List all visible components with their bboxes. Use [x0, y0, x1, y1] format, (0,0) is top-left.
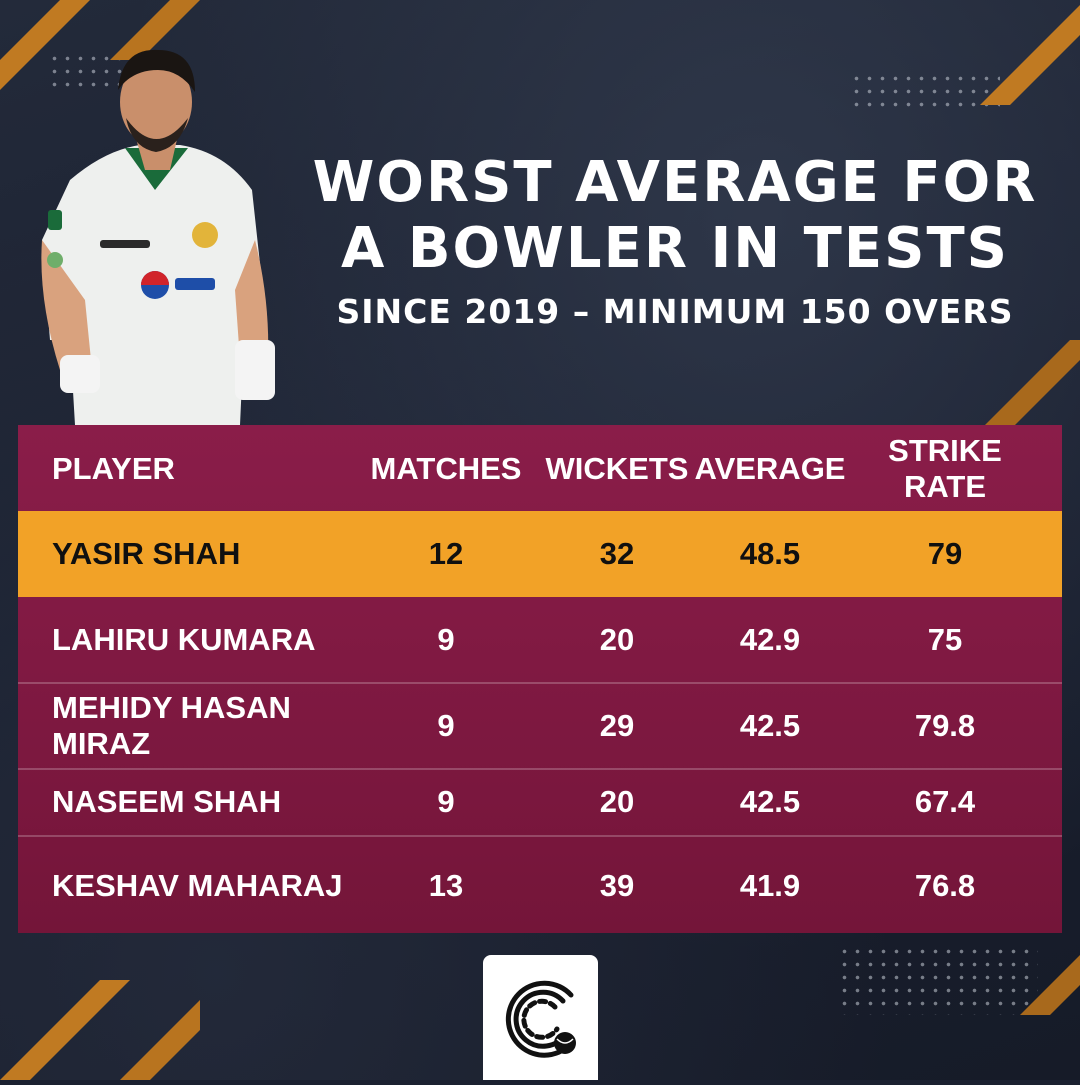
column-header-matches: MATCHES — [370, 451, 522, 486]
cell-strike-rate: 79 — [927, 536, 963, 571]
stripe-bottom-right — [1020, 955, 1080, 1015]
table-row: MEHIDY HASAN MIRAZ 9 29 42.5 79.8 — [18, 683, 1062, 769]
row-divider — [18, 835, 1062, 837]
row-divider — [18, 682, 1062, 684]
brand-logo — [483, 955, 598, 1080]
cricket-ball-logo-icon — [505, 980, 576, 1058]
cell-wickets: 29 — [599, 708, 635, 743]
table-row: LAHIRU KUMARA 9 20 42.9 75 — [18, 597, 1062, 683]
subtitle: SINCE 2019 – MINIMUM 150 OVERS — [336, 292, 1014, 331]
title-line-2: A BOWLER IN TESTS — [341, 216, 1009, 281]
table-row: NASEEM SHAH 9 20 42.5 67.4 — [18, 759, 1062, 845]
cell-wickets: 20 — [599, 784, 635, 819]
table-row: KESHAV MAHARAJ 13 39 41.9 76.8 — [18, 843, 1062, 929]
cell-strike-rate: 79.8 — [914, 708, 976, 743]
cell-average: 42.9 — [739, 622, 801, 657]
cell-player: YASIR SHAH — [52, 536, 241, 571]
stripe-bottom-left — [0, 980, 200, 1080]
cell-player: MEHIDY HASAN MIRAZ — [52, 690, 291, 761]
cell-matches: 12 — [428, 536, 464, 571]
cell-player: KESHAV MAHARAJ — [52, 868, 343, 903]
column-header-strike-rate: STRIKE RATE — [888, 433, 1002, 504]
table-header-row: PLAYER MATCHES WICKETS AVERAGE STRIKE RA… — [18, 425, 1062, 513]
cell-average: 41.9 — [739, 868, 801, 903]
table-row: YASIR SHAH 12 32 48.5 79 — [18, 511, 1062, 597]
page-title: WORST AVERAGE FOR A BOWLER IN TESTS — [280, 150, 1070, 282]
cell-strike-rate: 76.8 — [914, 868, 976, 903]
row-divider — [18, 768, 1062, 770]
cell-strike-rate: 67.4 — [914, 784, 976, 819]
title-line-1: WORST AVERAGE FOR — [312, 150, 1038, 215]
cell-matches: 9 — [437, 708, 455, 743]
cell-matches: 9 — [437, 622, 455, 657]
cell-wickets: 20 — [599, 622, 635, 657]
cell-wickets: 39 — [599, 868, 635, 903]
dot-grid-top-right — [850, 72, 1000, 114]
column-header-player: PLAYER — [52, 451, 175, 486]
cell-matches: 13 — [428, 868, 464, 903]
stripe-top-left — [0, 0, 200, 90]
cell-player: LAHIRU KUMARA — [52, 622, 316, 657]
column-header-average: AVERAGE — [694, 451, 846, 486]
cell-wickets: 32 — [599, 536, 635, 571]
cell-average: 42.5 — [739, 784, 801, 819]
cricketer-photo — [41, 49, 275, 425]
cell-player: NASEEM SHAH — [52, 784, 282, 819]
column-header-wickets: WICKETS — [545, 451, 689, 486]
stripe-mid-right — [980, 340, 1080, 430]
cell-average: 48.5 — [739, 536, 801, 571]
stats-table: PLAYER MATCHES WICKETS AVERAGE STRIKE RA… — [18, 425, 1062, 933]
stripe-top-right — [980, 5, 1080, 105]
cell-matches: 9 — [437, 784, 455, 819]
cell-strike-rate: 75 — [927, 622, 963, 657]
cell-average: 42.5 — [739, 708, 801, 743]
dot-grid-bottom-right — [838, 945, 1038, 1015]
